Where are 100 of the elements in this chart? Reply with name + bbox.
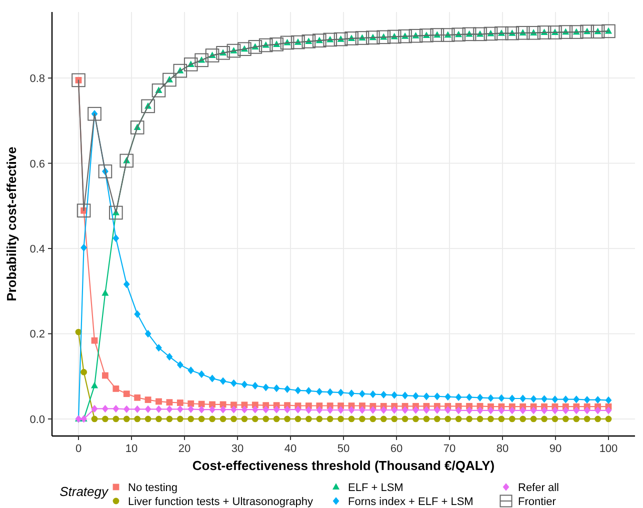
point [112,234,120,242]
x-tick-label: 80 [496,443,509,455]
legend-label: Liver function tests + Ultrasonography [128,496,314,508]
legend-label: Forns index + ELF + LSM [348,496,474,508]
point [334,32,348,46]
point [241,416,248,422]
point [134,394,141,401]
point [144,396,152,403]
point [508,416,516,422]
point [584,416,590,422]
point [305,416,312,422]
point [205,48,220,62]
point [402,416,408,422]
point [326,416,334,422]
point [188,400,194,407]
point [573,396,580,404]
point [344,32,358,46]
point [359,390,366,398]
point [144,330,152,338]
point [380,406,387,414]
legend-title: Strategy [60,484,110,499]
point [541,416,548,422]
point [198,406,205,414]
point [537,26,552,40]
point [123,405,130,413]
point [152,84,166,98]
point [505,26,520,40]
point [141,99,155,114]
point [176,405,184,413]
point [270,37,284,52]
point [166,405,173,413]
point [209,406,216,414]
point [252,406,258,414]
point [198,400,205,408]
x-tick-label: 60 [390,443,403,455]
y-tick-label: 0.6 [30,158,45,170]
point [90,382,98,388]
point [102,416,108,422]
point [198,370,205,378]
point [562,416,569,422]
y-tick-label: 0.8 [30,73,45,86]
point [444,406,452,414]
point [294,416,302,422]
point [455,406,462,414]
point [230,379,237,387]
point [176,360,184,369]
point [102,289,109,296]
legend-label: Refer all [518,482,559,494]
point [580,24,594,38]
point [76,204,91,218]
point [498,394,505,402]
point [423,406,430,414]
x-tick-label: 0 [75,443,82,455]
point [398,29,412,44]
point [123,416,130,422]
point [520,416,526,422]
legend-label: Frontier [518,496,556,508]
point [366,30,380,44]
point [316,388,323,396]
point [434,416,440,422]
point [316,416,323,422]
point [452,28,466,42]
point [156,405,162,413]
point [198,416,205,422]
point [252,382,258,390]
point [552,416,558,422]
point [498,416,505,422]
point [376,30,391,44]
point [348,406,355,414]
point [72,73,86,88]
point [112,416,120,422]
point [488,394,494,402]
x-tick-label: 100 [599,443,618,455]
point [273,416,280,422]
point [541,406,548,414]
point [302,34,316,48]
point [294,386,302,394]
point [220,377,226,385]
point [188,405,194,413]
point [359,416,366,422]
point [241,380,248,388]
point [144,416,152,422]
point [488,406,494,414]
point [88,106,102,121]
point [238,42,252,56]
point [252,416,258,422]
point [338,406,344,414]
point [412,392,419,400]
x-tick-label: 20 [178,443,191,455]
y-axis-title: Probability cost-effective [4,146,19,302]
legend-label: No testing [128,482,178,494]
point [380,390,387,399]
point [134,310,141,318]
point [262,416,270,422]
point [305,406,312,414]
point [226,44,241,58]
point [412,416,419,422]
point [520,394,526,402]
point [166,352,173,361]
x-tick-label: 30 [231,443,244,455]
